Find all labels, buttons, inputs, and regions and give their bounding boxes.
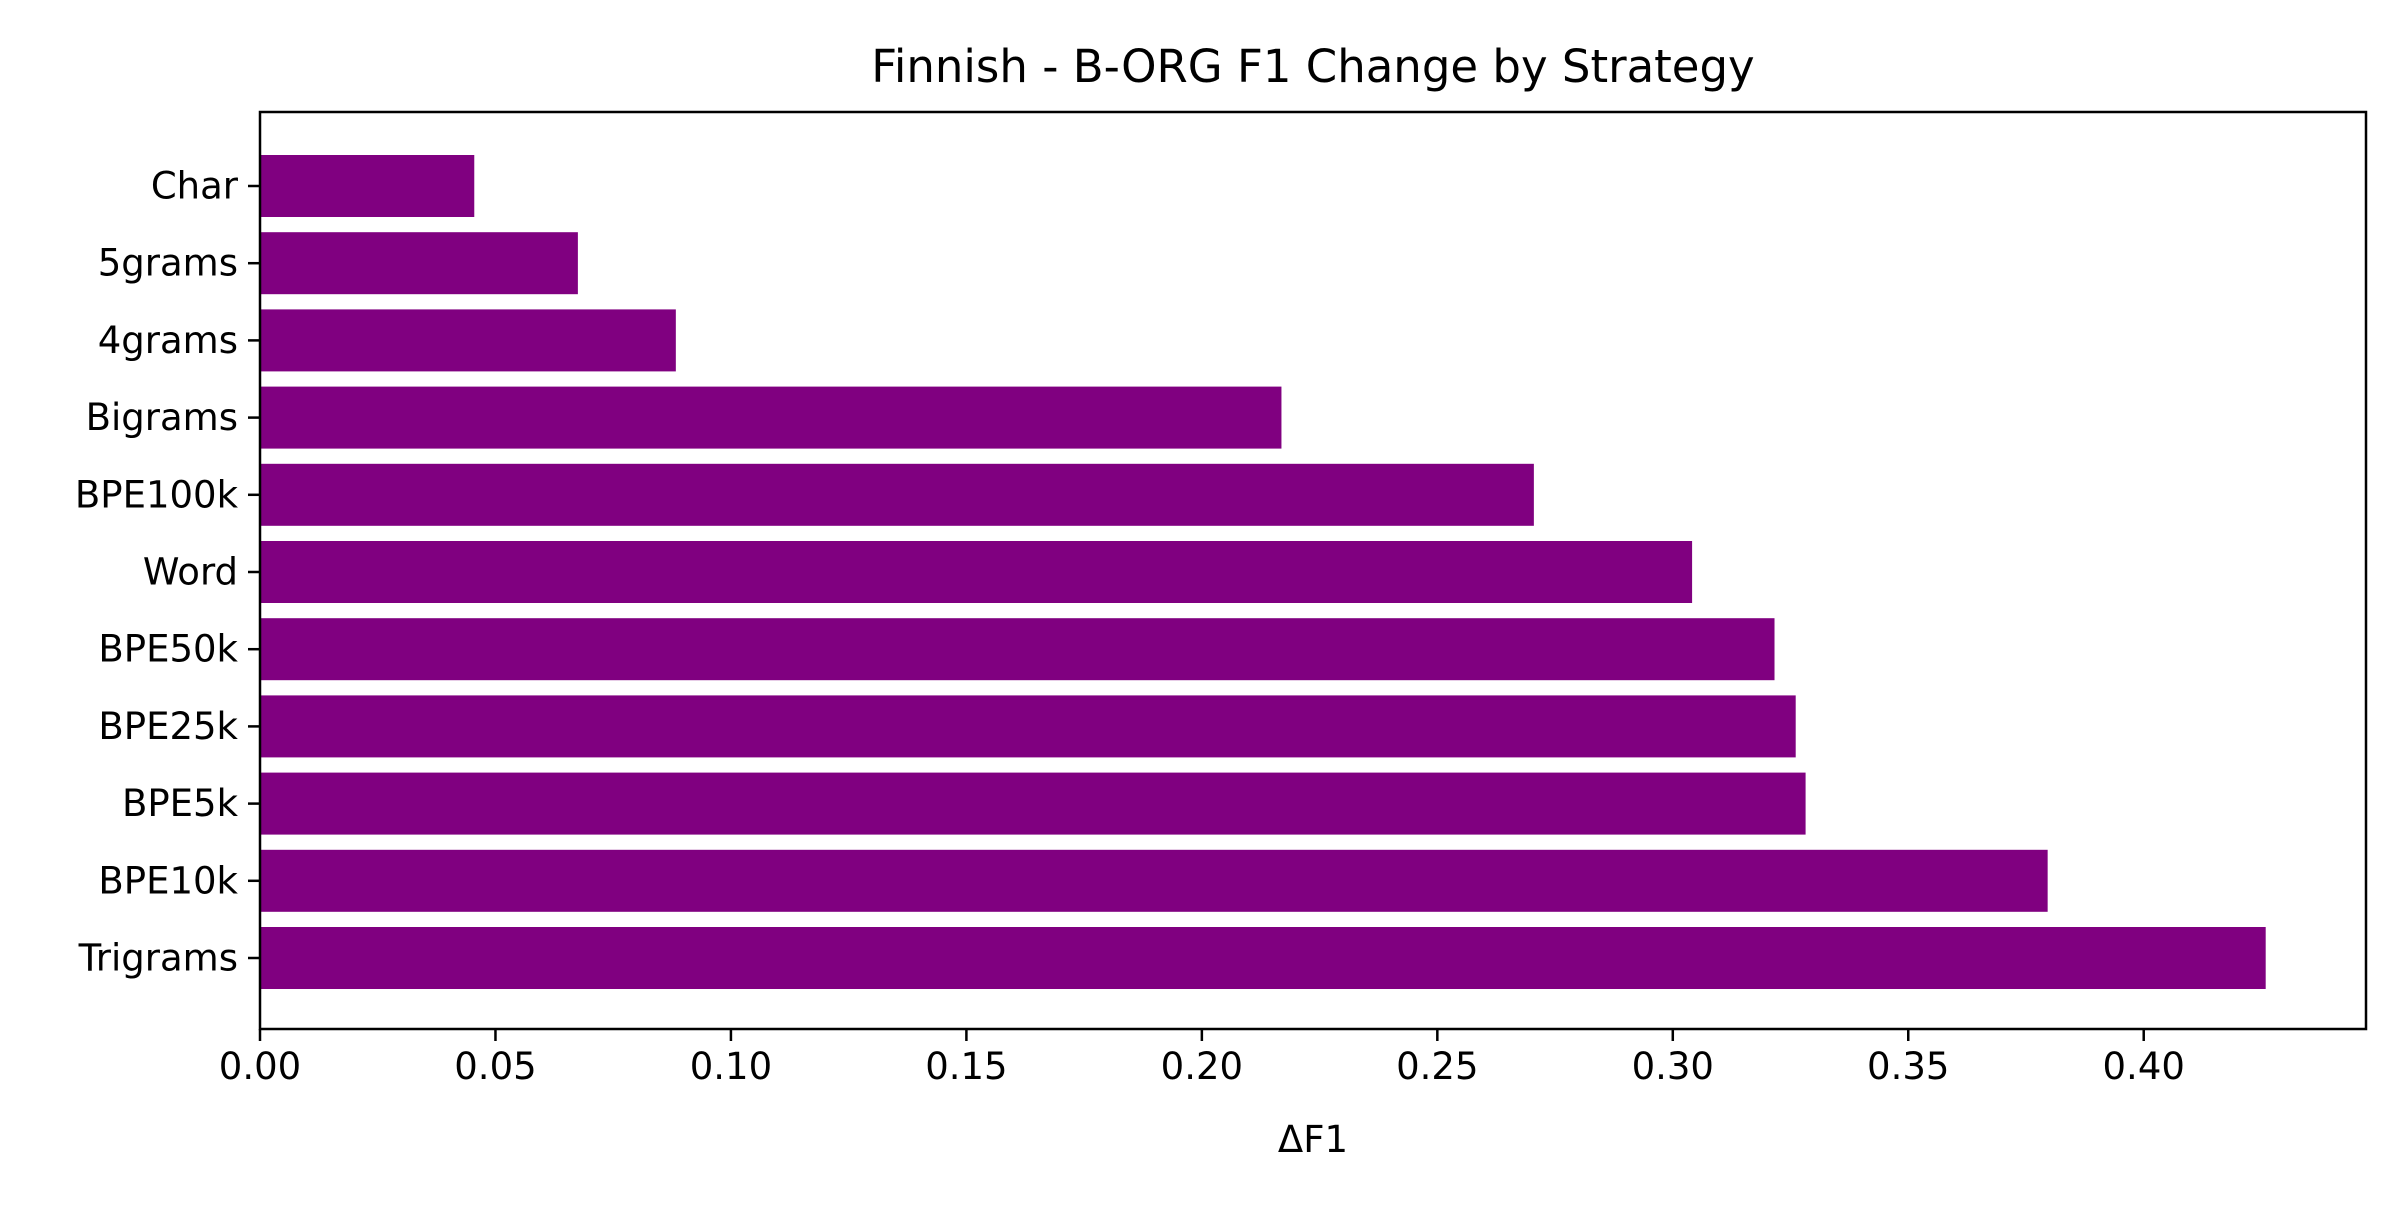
y-tick-label: Char (151, 165, 239, 208)
x-tick-label: 0.00 (219, 1045, 301, 1088)
x-axis-label: ΔF1 (1278, 1118, 1348, 1161)
bar-bpe5k (260, 772, 1806, 835)
x-tick-label: 0.20 (1161, 1045, 1243, 1088)
x-tick-label: 0.10 (690, 1045, 772, 1088)
bar-bpe10k (260, 849, 2048, 912)
x-tick-label: 0.15 (925, 1045, 1007, 1088)
y-axis: Char 5grams 4grams Bigrams BPE100k Word BPE50k… (75, 165, 260, 980)
x-tick-label: 0.05 (454, 1045, 536, 1088)
bar-bigrams (260, 386, 1282, 449)
bar-char (260, 155, 475, 217)
y-tick-label: BPE25k (98, 705, 238, 748)
x-tick-label: 0.30 (1632, 1045, 1714, 1088)
bars-layer (260, 155, 2266, 989)
bar-bpe100k (260, 463, 1534, 526)
bar-bpe50k (260, 618, 1775, 681)
y-tick-label: Bigrams (86, 396, 238, 439)
x-tick-label: 0.35 (1867, 1045, 1949, 1088)
bar-trigrams (260, 927, 2266, 989)
y-tick-label: 4grams (98, 319, 238, 362)
y-tick-label: BPE5k (122, 782, 239, 825)
plot-frame (258, 110, 2368, 1031)
y-tick-label: BPE10k (98, 859, 238, 902)
y-tick-label: 5grams (98, 242, 238, 285)
bar-5grams (260, 232, 578, 295)
y-tick-label: Word (143, 551, 238, 594)
bar-4grams (260, 309, 676, 372)
y-tick-label: Trigrams (78, 937, 238, 980)
x-tick-label: 0.25 (1396, 1045, 1478, 1088)
chart-title: Finnish - B-ORG F1 Change by Strategy (871, 40, 1754, 93)
y-tick-label: BPE50k (98, 628, 238, 671)
bar-bpe25k (260, 695, 1796, 758)
bar-word (260, 541, 1693, 603)
x-tick-label: 0.40 (2103, 1045, 2185, 1088)
x-axis: 0.00 0.05 0.10 0.15 0.20 0.25 0.30 0.35 0.40 (219, 1029, 2185, 1088)
y-tick-label: BPE100k (75, 473, 239, 516)
